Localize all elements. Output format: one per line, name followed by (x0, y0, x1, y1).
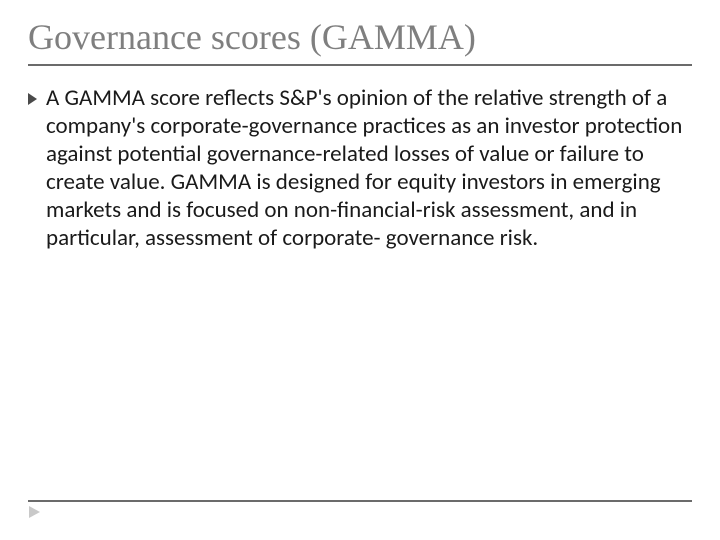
footer-rule (28, 500, 692, 502)
body-text: A GAMMA score reflects S&P's opinion of … (46, 84, 692, 252)
title-rule (28, 64, 692, 66)
slide: Governance scores (GAMMA) A GAMMA score … (0, 0, 720, 540)
bullet-icon (28, 93, 46, 105)
slide-title: Governance scores (GAMMA) (28, 18, 692, 58)
body: A GAMMA score reflects S&P's opinion of … (28, 84, 692, 252)
footer-marker-icon (28, 505, 42, 524)
